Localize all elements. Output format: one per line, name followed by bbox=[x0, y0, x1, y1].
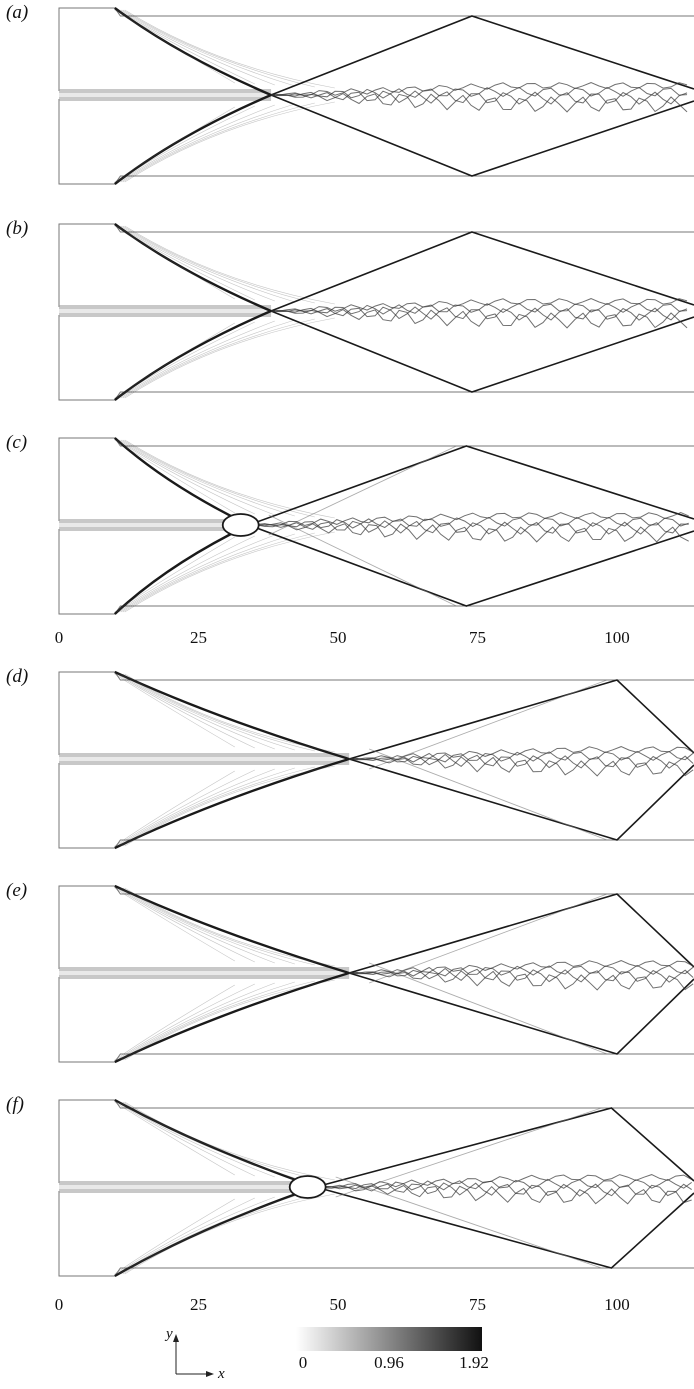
incident-shock-upper bbox=[114, 1098, 317, 1189]
panel-label: (b) bbox=[6, 218, 29, 239]
panel-label: (a) bbox=[6, 2, 29, 23]
reflected-shock-upper bbox=[348, 679, 694, 760]
flow-field-panel bbox=[58, 223, 694, 401]
reflected-shock-upper bbox=[270, 15, 694, 96]
reflected-shock-lower bbox=[315, 1186, 694, 1269]
separation-bubble bbox=[221, 513, 260, 537]
reflected-shock-lower bbox=[348, 972, 694, 1055]
reflected-shock-lower bbox=[348, 758, 694, 841]
reflected-shock-lower bbox=[248, 524, 694, 607]
flow-field-panel bbox=[58, 437, 694, 615]
panel-label: (e) bbox=[6, 880, 28, 901]
colorbar-tick-1: 0.96 bbox=[374, 1353, 404, 1372]
incident-shock-lower bbox=[114, 971, 350, 1064]
panel-label: (f) bbox=[6, 1094, 24, 1115]
reflected-shock-upper bbox=[315, 1107, 694, 1188]
turbulent-mixing-layer bbox=[349, 960, 694, 991]
separation-bubble bbox=[288, 1175, 327, 1199]
axis-letter-y: y bbox=[166, 1326, 173, 1342]
turbulent-mixing-layer bbox=[349, 746, 694, 777]
reflected-shock-upper bbox=[248, 445, 694, 526]
flow-field-panel bbox=[58, 670, 694, 850]
reflected-shock-upper bbox=[348, 893, 694, 974]
reflected-shock-lower bbox=[270, 310, 694, 393]
incident-shock-upper bbox=[114, 7, 272, 97]
flow-field-panel bbox=[58, 7, 694, 185]
incident-shock-lower bbox=[114, 1185, 317, 1278]
incident-shock-lower bbox=[114, 93, 272, 185]
x-tick-label: 100 bbox=[604, 628, 630, 647]
reflected-shock-lower bbox=[270, 94, 694, 177]
turbulent-mixing-layer bbox=[271, 82, 688, 113]
incident-shock-lower bbox=[114, 309, 272, 401]
x-tick-label: 25 bbox=[190, 628, 207, 647]
panel-label: (c) bbox=[6, 432, 28, 453]
x-tick-label: 0 bbox=[54, 628, 64, 647]
incident-shock-lower bbox=[114, 757, 350, 850]
turbulent-mixing-layer bbox=[248, 512, 689, 543]
panel-label: (d) bbox=[6, 666, 29, 687]
x-tick-label: 25 bbox=[190, 1295, 207, 1314]
colorbar bbox=[296, 1327, 482, 1351]
turbulent-mixing-layer bbox=[315, 1174, 692, 1205]
incident-shock-lower bbox=[113, 523, 250, 615]
incident-shock-upper bbox=[114, 884, 350, 975]
x-tick-label: 75 bbox=[469, 1295, 486, 1314]
x-tick-label: 50 bbox=[329, 628, 347, 647]
x-tick-label: 75 bbox=[469, 628, 486, 647]
x-tick-label: 0 bbox=[54, 1295, 64, 1314]
flow-field-panel bbox=[58, 1098, 694, 1278]
axis-letter-x: x bbox=[218, 1366, 225, 1382]
colorbar-tick-2: 1.92 bbox=[459, 1353, 489, 1372]
colorbar-tick-0: 0 bbox=[298, 1353, 308, 1372]
axes-orientation-icon bbox=[173, 1334, 214, 1377]
x-tick-label: 50 bbox=[329, 1295, 347, 1314]
flow-field-panel bbox=[58, 884, 694, 1064]
turbulent-mixing-layer bbox=[271, 298, 688, 329]
incident-shock-upper bbox=[114, 670, 350, 761]
reflected-shock-upper bbox=[270, 231, 694, 312]
incident-shock-upper bbox=[114, 223, 272, 313]
x-tick-label: 100 bbox=[604, 1295, 630, 1314]
